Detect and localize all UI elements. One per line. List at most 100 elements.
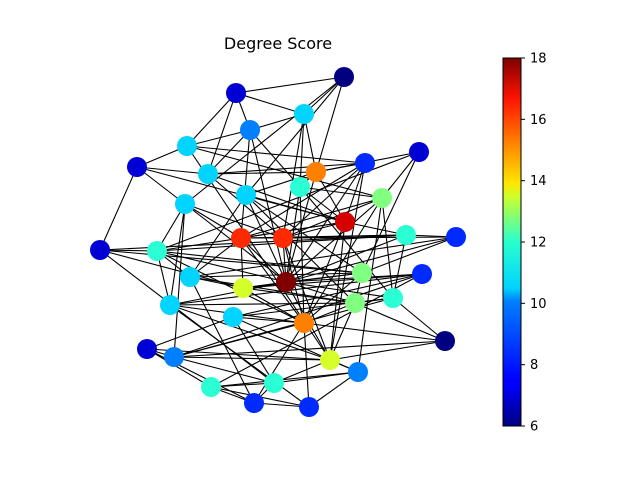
edge-79 [146, 316, 234, 350]
edge-71 [232, 273, 423, 318]
edge-134 [173, 356, 275, 384]
edge-130 [169, 203, 186, 306]
edge-144 [156, 151, 420, 252]
edge-123 [392, 234, 407, 299]
node-28 [383, 288, 403, 308]
edge-143 [99, 166, 138, 251]
colorbar-tick-label-4: 14 [530, 174, 547, 189]
node-33 [164, 347, 184, 367]
edge-37 [184, 203, 242, 239]
edge-112 [303, 272, 363, 324]
node-13 [372, 188, 392, 208]
edge-145 [282, 162, 366, 239]
node-20 [147, 241, 167, 261]
colorbar-tick-label-1: 8 [530, 358, 538, 373]
edge-82 [173, 340, 446, 358]
node-2 [294, 104, 314, 124]
edge-0 [235, 76, 345, 94]
node-17 [396, 225, 416, 245]
edge-77 [392, 297, 446, 342]
edge-150 [189, 276, 255, 404]
edge-139 [329, 340, 446, 361]
edge-69 [285, 281, 394, 299]
edge-9 [282, 113, 305, 239]
node-4 [177, 136, 197, 156]
node-37 [201, 377, 221, 397]
edge-16 [186, 145, 383, 199]
edge-133 [242, 287, 356, 304]
edge-115 [329, 221, 346, 361]
node-27 [345, 293, 365, 313]
edge-85 [173, 356, 331, 361]
edge-155 [253, 322, 305, 404]
edge-6 [245, 76, 345, 196]
colorbar: 6 8 10 12 14 16 18 [502, 52, 547, 435]
edge-120 [303, 197, 383, 324]
edge-137 [232, 316, 275, 384]
node-32 [137, 339, 157, 359]
edge-147 [173, 203, 186, 358]
edge-5 [315, 76, 345, 173]
node-8 [306, 162, 326, 182]
edge-98 [285, 162, 366, 283]
node-30 [294, 313, 314, 333]
edge-136 [308, 371, 359, 408]
node-7 [409, 142, 429, 162]
edge-53 [189, 236, 457, 278]
edge-105 [285, 272, 363, 283]
colorbar-ticks: 6 8 10 12 14 16 18 [521, 52, 547, 435]
edge-118 [169, 304, 331, 361]
edge-89 [210, 371, 359, 388]
edge-17 [136, 166, 209, 175]
node-24 [276, 272, 296, 292]
edge-126 [99, 249, 363, 274]
edge-67 [169, 281, 287, 306]
edge-135 [146, 348, 212, 388]
edge-12 [249, 129, 301, 188]
node-35 [348, 362, 368, 382]
edge-109 [240, 237, 305, 324]
edge-20 [207, 171, 317, 175]
edge-40 [240, 197, 383, 239]
edge-141 [186, 92, 237, 147]
node-21 [180, 267, 200, 287]
node-19 [90, 240, 110, 260]
edge-116 [329, 162, 366, 361]
node-23 [233, 278, 253, 298]
node-34 [320, 350, 340, 370]
edge-114 [282, 237, 331, 361]
node-11 [236, 185, 256, 205]
edge-32 [299, 186, 383, 199]
node-31 [435, 331, 455, 351]
edge-13 [240, 129, 251, 239]
node-22 [352, 263, 372, 283]
colorbar-tick-label-2: 10 [530, 297, 547, 312]
edge-122 [381, 197, 394, 299]
edge-28 [245, 171, 317, 196]
node-16 [273, 228, 293, 248]
edge-146 [245, 194, 356, 304]
edge-38 [184, 203, 284, 239]
node-25 [412, 264, 432, 284]
edge-25 [361, 151, 420, 274]
edge-99 [245, 194, 287, 283]
edge-107 [299, 186, 305, 324]
edge-131 [189, 194, 247, 278]
edge-128 [207, 173, 284, 239]
edge-127 [285, 236, 457, 283]
node-29 [223, 307, 243, 327]
node-12 [175, 194, 195, 214]
colorbar-tick-label-5: 16 [530, 113, 547, 128]
edge-44 [344, 221, 407, 236]
edge-58 [156, 250, 287, 283]
colorbar-tick-label-6: 18 [530, 52, 547, 67]
node-36 [264, 373, 284, 393]
edge-121 [299, 186, 394, 299]
node-18 [446, 227, 466, 247]
colorbar-gradient [503, 58, 521, 426]
edge-104 [285, 234, 407, 283]
edge-80 [303, 322, 446, 342]
edge-125 [189, 276, 356, 304]
edge-21 [207, 162, 366, 175]
